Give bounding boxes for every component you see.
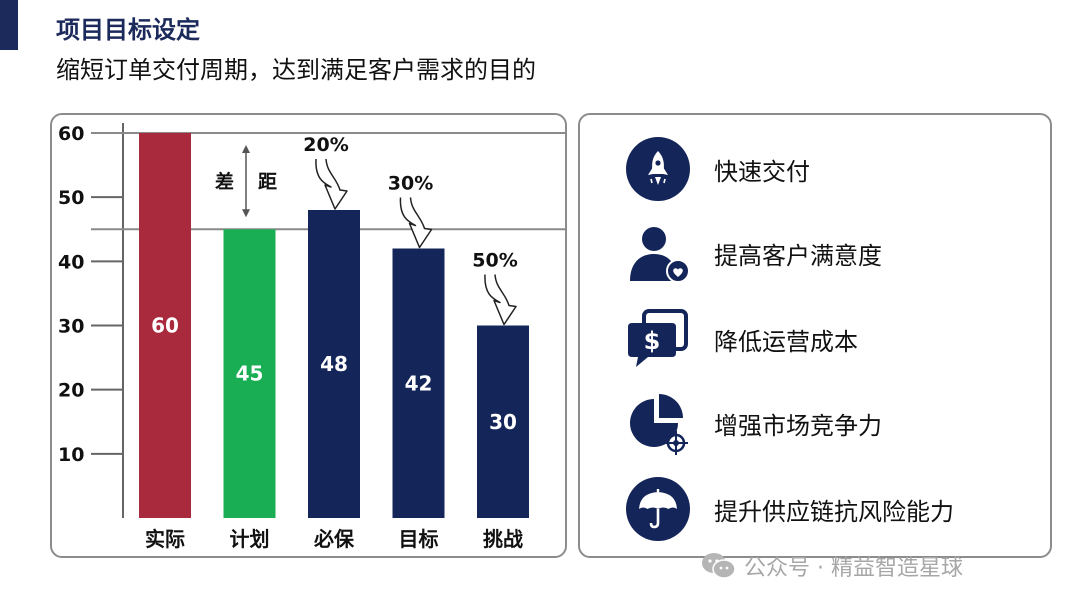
bar xyxy=(139,133,191,518)
page-subtitle: 缩短订单交付周期，达到满足客户需求的目的 xyxy=(56,56,536,84)
gap-arrow-head-up xyxy=(242,145,250,153)
benefit-label: 降低运营成本 xyxy=(714,327,858,356)
reduction-label: 30% xyxy=(388,173,433,195)
benefit-label: 增强市场竞争力 xyxy=(714,411,882,440)
x-tick-label: 计划 xyxy=(230,527,270,551)
x-tick-label: 必保 xyxy=(313,527,355,551)
benefit-label: 提高客户满意度 xyxy=(714,241,882,270)
umbrella-icon xyxy=(626,477,690,541)
gap-arrow-head-down xyxy=(242,209,250,218)
reduction-arrow xyxy=(315,158,348,210)
bar xyxy=(477,325,529,518)
cost-dollar-icon: $ xyxy=(628,309,688,367)
y-tick-label: 10 xyxy=(58,444,84,466)
y-tick-label: 60 xyxy=(58,123,84,145)
x-tick-label: 挑战 xyxy=(483,527,523,551)
reduction-arrow xyxy=(484,274,517,326)
bar xyxy=(308,210,360,518)
benefit-label: 提升供应链抗风险能力 xyxy=(714,497,954,526)
watermark: 公众号 · 精益智造星球 xyxy=(700,550,963,582)
market-target-icon xyxy=(630,394,688,455)
bar-value-label: 30 xyxy=(489,410,517,434)
benefit-item-competitiveness: 增强市场竞争力 xyxy=(626,388,882,458)
gap-label-right: 距 xyxy=(258,171,277,193)
y-tick-label: 30 xyxy=(58,316,84,338)
watermark-text: 公众号 · 精益智造星球 xyxy=(744,556,963,581)
benefit-item-customer-satisfaction: 提高客户满意度 xyxy=(626,218,882,288)
bar-value-label: 45 xyxy=(236,362,264,386)
benefit-item-reduce-cost: $ 降低运营成本 xyxy=(626,304,858,374)
page-title: 项目目标设定 xyxy=(56,16,200,44)
benefit-label: 快速交付 xyxy=(714,157,810,186)
bar xyxy=(223,229,276,518)
bar-value-label: 60 xyxy=(151,314,179,338)
bar-value-label: 42 xyxy=(405,371,433,395)
bar-chart: 10 20 30 40 50 60 60 实际 45 计划 48 必保 42 目标 30 挑战 差 距 20% 30%… xyxy=(58,123,565,551)
chart-panel: 10 20 30 40 50 60 60 实际 45 计划 48 必保 42 目标 30 挑战 差 距 20% 30%… xyxy=(50,113,567,558)
bar-value-label: 48 xyxy=(320,352,348,376)
rocket-icon xyxy=(626,137,690,201)
svg-text:$: $ xyxy=(644,327,661,355)
x-tick-label: 目标 xyxy=(399,527,439,551)
reduction-arrow xyxy=(399,197,433,249)
y-tick-label: 40 xyxy=(58,251,84,273)
title-accent-bar xyxy=(0,0,18,50)
benefit-list: 快速交付 提高客户满意度 $ 降低运营成本 xyxy=(580,115,1050,556)
y-tick-label: 50 xyxy=(58,187,84,209)
benefit-item-supply-chain-resilience: 提升供应链抗风险能力 xyxy=(626,474,954,544)
benefit-item-fast-delivery: 快速交付 xyxy=(626,134,810,204)
customer-heart-icon xyxy=(630,227,690,283)
wechat-icon xyxy=(702,553,736,579)
benefits-panel: 快速交付 提高客户满意度 $ 降低运营成本 xyxy=(578,113,1052,558)
reduction-label: 20% xyxy=(303,134,348,156)
x-tick-label: 实际 xyxy=(145,527,185,551)
y-tick-label: 20 xyxy=(58,380,84,402)
gap-label-left: 差 xyxy=(215,170,234,193)
bar xyxy=(392,248,445,518)
reduction-label: 50% xyxy=(472,250,517,272)
